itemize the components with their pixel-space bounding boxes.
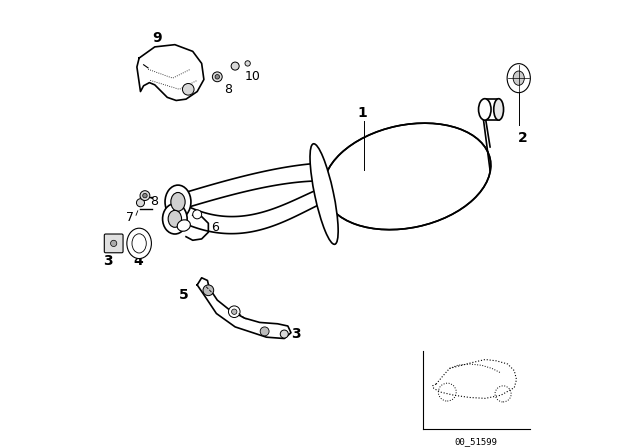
Ellipse shape [493, 99, 504, 120]
FancyBboxPatch shape [104, 234, 123, 253]
Ellipse shape [177, 220, 190, 231]
Circle shape [232, 309, 237, 314]
Circle shape [260, 327, 269, 336]
Ellipse shape [231, 62, 239, 70]
Text: 00_51599: 00_51599 [455, 437, 498, 446]
Ellipse shape [165, 185, 191, 219]
Text: 5: 5 [179, 288, 189, 302]
Ellipse shape [507, 64, 531, 93]
Text: 6: 6 [211, 221, 219, 234]
Ellipse shape [136, 199, 145, 207]
Ellipse shape [513, 71, 524, 85]
Ellipse shape [310, 144, 338, 244]
Circle shape [203, 285, 214, 296]
Ellipse shape [143, 194, 147, 198]
Circle shape [111, 240, 117, 246]
Circle shape [182, 83, 194, 95]
Text: 10: 10 [245, 70, 261, 83]
Ellipse shape [168, 211, 182, 227]
Text: 3: 3 [103, 254, 113, 268]
Ellipse shape [212, 72, 222, 82]
Ellipse shape [171, 193, 185, 211]
Ellipse shape [280, 330, 288, 338]
Circle shape [193, 210, 202, 219]
Text: 2: 2 [518, 131, 528, 146]
Text: 9: 9 [152, 31, 162, 45]
Polygon shape [137, 45, 204, 100]
Text: 8: 8 [150, 195, 158, 208]
Circle shape [228, 306, 240, 318]
Ellipse shape [215, 74, 220, 79]
Polygon shape [197, 278, 291, 339]
Ellipse shape [140, 191, 150, 201]
Text: 8: 8 [225, 83, 232, 96]
Text: 3: 3 [291, 327, 300, 341]
Text: 1: 1 [358, 106, 367, 120]
Ellipse shape [245, 61, 250, 66]
Ellipse shape [323, 123, 491, 230]
Text: 4: 4 [133, 254, 143, 268]
Ellipse shape [163, 204, 187, 234]
Ellipse shape [127, 228, 152, 258]
Ellipse shape [479, 99, 491, 120]
Text: 7: 7 [126, 211, 134, 224]
